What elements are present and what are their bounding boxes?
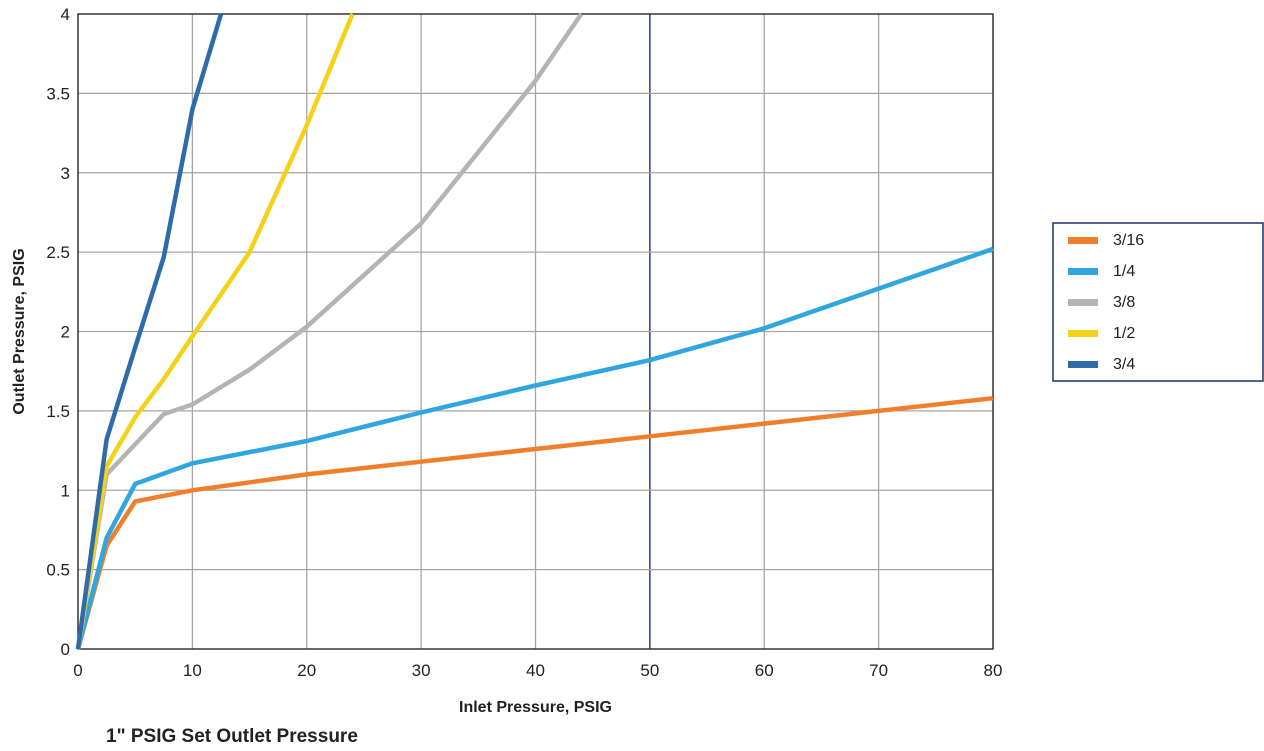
legend-label: 1/2 [1113, 325, 1135, 342]
legend: 3/16 1/4 3/8 1/2 3/4 [1052, 222, 1264, 382]
x-tick-label: 60 [755, 661, 774, 680]
grid [77, 13, 994, 650]
x-axis-title: Inlet Pressure, PSIG [459, 699, 612, 716]
x-tick-label: 20 [297, 661, 316, 680]
y-tick-label: 1.5 [46, 402, 70, 421]
legend-label: 1/4 [1113, 263, 1135, 280]
legend-swatch [1068, 299, 1098, 306]
x-tick-label: 30 [412, 661, 431, 680]
legend-swatch [1068, 268, 1098, 275]
series-line [75, 13, 355, 650]
series-line [75, 395, 994, 650]
y-tick-label: 1 [61, 481, 70, 500]
chart-caption: 1" PSIG Set Outlet Pressure [106, 726, 358, 747]
y-axis-title: Outlet Pressure, PSIG [11, 248, 28, 414]
series-line [75, 246, 994, 650]
y-tick-label: 2.5 [46, 243, 70, 262]
series-line [75, 12, 584, 650]
series-line [75, 13, 224, 650]
y-tick-label: 3 [61, 164, 70, 183]
series-layer [75, 12, 994, 650]
plot-frame [77, 13, 994, 650]
legend-label: 3/8 [1113, 294, 1135, 311]
y-tick-label: 3.5 [46, 84, 70, 103]
y-tick-label: 0 [61, 640, 70, 659]
legend-label: 3/16 [1113, 232, 1144, 249]
tick-labels: 0 10 20 30 40 50 60 70 80 0 0.5 1 1.5 2 2.5 3 3.5 4 [46, 5, 1002, 680]
x-tick-label: 70 [869, 661, 888, 680]
y-tick-label: 4 [61, 5, 70, 24]
x-tick-label: 10 [183, 661, 202, 680]
x-tick-label: 80 [984, 661, 1003, 680]
legend-swatch [1068, 330, 1098, 337]
x-tick-label: 0 [73, 661, 82, 680]
x-tick-label: 50 [640, 661, 659, 680]
x-tick-label: 40 [526, 661, 545, 680]
legend-label: 3/4 [1113, 356, 1135, 373]
legend-swatch [1068, 237, 1098, 244]
legend-swatch [1068, 361, 1098, 368]
y-tick-label: 0.5 [46, 561, 70, 580]
y-tick-label: 2 [61, 323, 70, 342]
